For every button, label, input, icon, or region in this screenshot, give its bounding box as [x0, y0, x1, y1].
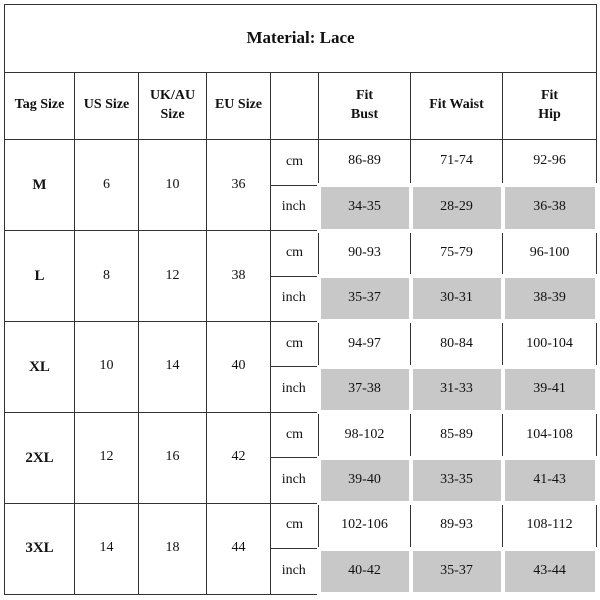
- header-fit-hip: Fit Hip: [501, 71, 598, 141]
- fit-bust-inch-cell: 35-37: [316, 273, 413, 324]
- fit-waist-inch-cell: 31-33: [408, 364, 505, 415]
- unit-inch-label: inch: [270, 548, 319, 595]
- unit-inch-label: inch: [270, 366, 319, 413]
- us-size-cell: 12: [74, 411, 139, 504]
- fit-waist-inch-cell: 28-29: [408, 183, 505, 233]
- header-uk-au-line2: Size: [160, 106, 185, 122]
- header-us-size: US Size: [74, 71, 139, 141]
- eu-size-cell: 38: [206, 230, 271, 322]
- fit-hip-cm-cell: 104-108: [501, 411, 598, 459]
- table-row: inch 40-42 35-37 43-44: [5, 546, 599, 597]
- fit-waist-cm-cell: 89-93: [410, 502, 503, 550]
- size-chart-table: Material: Lace Tag Size US Size UK/AU Si…: [3, 4, 599, 597]
- table-row: 2XL 12 16 42 cm 98-102 85-89 104-108: [4, 411, 598, 504]
- table-row: 3XL 14 18 44 cm 102-106 89-93 108-112: [4, 502, 598, 595]
- eu-size-cell: 44: [206, 502, 271, 595]
- tag-size-cell: 2XL: [4, 411, 75, 504]
- fit-bust-inch-cell: 34-35: [316, 183, 413, 233]
- fit-hip-cm-cell: 96-100: [501, 230, 598, 277]
- header-uk-au-line1: UK/AU: [149, 88, 196, 104]
- uk-au-size-cell: 14: [138, 320, 207, 413]
- unit-inch-label: inch: [270, 457, 319, 504]
- header-tag-size: Tag Size: [4, 71, 75, 141]
- uk-au-size-cell: 16: [138, 411, 207, 504]
- tag-size-cell: L: [4, 230, 75, 322]
- fit-bust-inch-cell: 37-38: [316, 364, 413, 415]
- unit-inch-label: inch: [270, 275, 319, 322]
- us-size-cell: 6: [74, 139, 139, 232]
- unit-cm-label: cm: [270, 502, 319, 550]
- fit-hip-inch-cell: 38-39: [500, 273, 599, 324]
- table-row: XL 10 14 40 cm 94-97 80-84 100-104: [4, 320, 598, 413]
- fit-hip-cm-cell: 100-104: [501, 320, 598, 368]
- table-row: inch 34-35 28-29 36-38: [5, 183, 599, 233]
- fit-bust-cm-cell: 102-106: [318, 502, 411, 550]
- fit-waist-inch-cell: 33-35: [408, 455, 505, 506]
- table-row: inch 37-38 31-33 39-41: [5, 364, 599, 415]
- fit-bust-inch-cell: 40-42: [316, 546, 413, 597]
- us-size-cell: 10: [74, 320, 139, 413]
- fit-bust-cm-cell: 86-89: [318, 139, 411, 186]
- table-row: M 6 10 36 cm 86-89 71-74 92-96: [4, 139, 598, 232]
- fit-hip-inch-cell: 39-41: [500, 364, 599, 415]
- unit-inch-label: inch: [270, 184, 319, 232]
- fit-waist-cm-cell: 75-79: [410, 230, 503, 277]
- tag-size-cell: XL: [4, 320, 75, 413]
- table-row: inch 39-40 33-35 41-43: [5, 455, 599, 506]
- fit-bust-cm-cell: 94-97: [318, 320, 411, 368]
- uk-au-size-cell: 10: [138, 139, 207, 232]
- fit-hip-inch-cell: 36-38: [500, 183, 599, 233]
- tag-size-cell: 3XL: [4, 502, 75, 595]
- header-fit-bust-line2: Bust: [350, 106, 379, 122]
- fit-hip-cm-cell: 108-112: [501, 502, 598, 550]
- fit-waist-inch-cell: 35-37: [408, 546, 505, 597]
- unit-cm-label: cm: [270, 320, 319, 368]
- table-row: L 8 12 38 cm 90-93 75-79 96-100: [4, 230, 598, 322]
- chart-title: Material: Lace: [3, 4, 598, 73]
- header-uk-au-size: UK/AU Size: [138, 71, 207, 141]
- unit-cm-label: cm: [270, 230, 319, 277]
- fit-waist-cm-cell: 80-84: [410, 320, 503, 368]
- fit-hip-inch-cell: 43-44: [500, 546, 599, 597]
- header-eu-size: EU Size: [206, 71, 271, 141]
- eu-size-cell: 42: [206, 411, 271, 504]
- uk-au-size-cell: 12: [138, 230, 207, 322]
- unit-cm-label: cm: [270, 139, 319, 186]
- header-fit-bust-line1: Fit: [355, 88, 374, 104]
- unit-cm-label: cm: [270, 411, 319, 459]
- fit-hip-inch-cell: 41-43: [500, 455, 599, 506]
- table-row: inch 35-37 30-31 38-39: [5, 273, 599, 324]
- fit-hip-cm-cell: 92-96: [501, 139, 598, 186]
- eu-size-cell: 40: [206, 320, 271, 413]
- fit-bust-cm-cell: 90-93: [318, 230, 411, 277]
- us-size-cell: 8: [74, 230, 139, 322]
- fit-bust-cm-cell: 98-102: [318, 411, 411, 459]
- header-fit-hip-line1: Fit: [540, 88, 559, 104]
- fit-waist-inch-cell: 30-31: [408, 273, 505, 324]
- us-size-cell: 14: [74, 502, 139, 595]
- fit-waist-cm-cell: 85-89: [410, 411, 503, 459]
- uk-au-size-cell: 18: [138, 502, 207, 595]
- header-unit: [270, 71, 319, 141]
- tag-size-cell: M: [4, 139, 75, 232]
- header-fit-hip-line2: Hip: [538, 106, 561, 122]
- header-fit-waist: Fit Waist: [410, 71, 503, 141]
- fit-bust-inch-cell: 39-40: [316, 455, 413, 506]
- fit-waist-cm-cell: 71-74: [410, 139, 503, 186]
- eu-size-cell: 36: [206, 139, 271, 232]
- header-fit-bust: Fit Bust: [318, 71, 411, 141]
